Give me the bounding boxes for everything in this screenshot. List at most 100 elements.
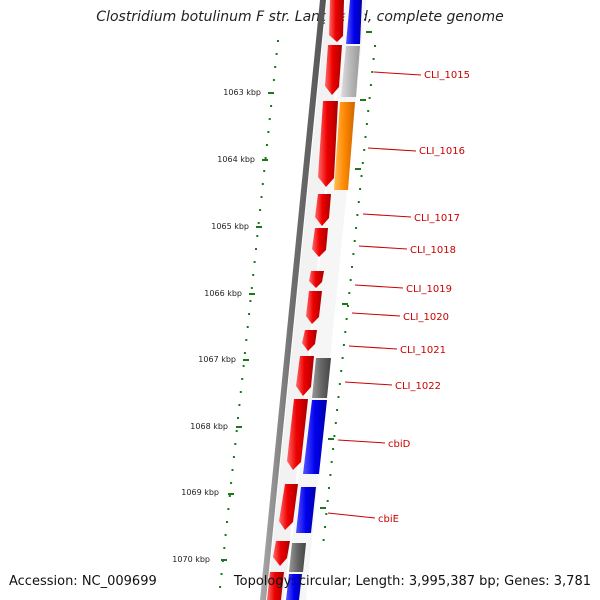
- outer-dot: [347, 305, 349, 307]
- scale-dot: [227, 508, 230, 510]
- outer-dot: [363, 149, 366, 151]
- scale-dot: [259, 209, 262, 211]
- gene-label[interactable]: CLI_1018: [410, 245, 456, 256]
- scale-dot: [257, 222, 260, 224]
- leader-line: [327, 512, 376, 519]
- scale-dot: [266, 144, 268, 146]
- gene-label[interactable]: CLI_1016: [419, 146, 465, 157]
- scale-dot: [232, 456, 235, 458]
- gene-block-orange[interactable]: [334, 102, 355, 190]
- leader-line: [358, 245, 408, 250]
- leader-line: [373, 71, 422, 76]
- gene-arrow[interactable]: [273, 541, 290, 566]
- scale-dot: [224, 534, 227, 536]
- scale-label: 1068 kbp: [190, 422, 228, 431]
- scale-dot: [263, 170, 266, 172]
- gene-arrow[interactable]: [325, 45, 342, 95]
- gene-arrow[interactable]: [329, 0, 344, 42]
- outer-dot: [322, 539, 325, 541]
- outer-dot: [348, 292, 351, 294]
- scale-dot: [249, 300, 252, 302]
- gene-label[interactable]: CLI_1021: [400, 345, 446, 356]
- scale-dot: [241, 378, 244, 380]
- scale-dot: [255, 248, 257, 250]
- gene-arrow[interactable]: [296, 356, 314, 396]
- scale-dot: [264, 157, 267, 159]
- scale-dot: [219, 586, 222, 588]
- gene-arrow[interactable]: [318, 101, 338, 187]
- scale-dot: [220, 573, 223, 575]
- outer-dot: [336, 409, 339, 411]
- outer-dot: [360, 175, 363, 177]
- scale-dot: [261, 183, 264, 185]
- scale-dot: [231, 469, 234, 471]
- scale-dot: [272, 79, 275, 81]
- leader-line: [354, 284, 404, 289]
- outer-tick: [355, 168, 361, 170]
- scale-dot: [228, 495, 231, 497]
- outer-dot: [352, 253, 355, 255]
- scale-tick: [256, 226, 262, 228]
- outer-dot: [374, 45, 376, 47]
- genome-backbone: [260, 0, 326, 600]
- gene-label[interactable]: CLI_1022: [395, 381, 441, 392]
- scale-tick: [243, 359, 249, 361]
- gene-arrow[interactable]: [287, 399, 308, 470]
- outer-dot: [338, 383, 341, 385]
- gene-arrow[interactable]: [306, 291, 322, 324]
- outer-dot: [344, 331, 347, 333]
- scale-label: 1066 kbp: [204, 289, 242, 298]
- scale-label: 1069 kbp: [181, 488, 219, 497]
- gene-arrow[interactable]: [315, 194, 331, 226]
- leader-line: [348, 345, 398, 350]
- gene-arrow[interactable]: [279, 484, 298, 530]
- leader-line: [362, 213, 412, 218]
- scale-dot: [243, 352, 246, 354]
- gene-block-dark-gray[interactable]: [289, 543, 306, 572]
- gene-arrow[interactable]: [309, 271, 324, 288]
- outer-dot: [334, 422, 337, 424]
- gene-block-blue[interactable]: [286, 574, 302, 600]
- gene-labels: CLI_1015 CLI_1016 CLI_1017 CLI_1018 CLI_…: [378, 70, 470, 525]
- outer-dot: [342, 344, 345, 346]
- gene-arrow[interactable]: [267, 572, 284, 600]
- scale-dot: [268, 118, 271, 120]
- scale-tick: [268, 92, 274, 94]
- gene-block-light-gray[interactable]: [341, 46, 360, 97]
- gene-label[interactable]: CLI_1015: [424, 70, 470, 81]
- scale-dot: [270, 105, 273, 107]
- gene-block-blue[interactable]: [346, 0, 362, 44]
- leader-line: [351, 312, 401, 317]
- genome-stats-text: Topology: circular; Length: 3,995,387 bp…: [233, 574, 591, 589]
- outer-tick: [366, 31, 372, 33]
- outer-dot: [330, 461, 333, 463]
- gene-block-dark-gray[interactable]: [312, 358, 331, 398]
- scale-dot: [237, 417, 239, 419]
- gene-label[interactable]: CLI_1017: [414, 213, 460, 224]
- scale-dot: [260, 196, 263, 198]
- leader-line: [367, 147, 417, 152]
- scale-tick: [228, 493, 234, 495]
- leader-line: [344, 381, 393, 386]
- scale-tick: [249, 293, 255, 295]
- outer-dot: [365, 123, 368, 125]
- gene-label[interactable]: CLI_1019: [406, 284, 452, 295]
- gene-block-blue[interactable]: [296, 487, 316, 533]
- gene-label[interactable]: cbiE: [378, 514, 399, 525]
- gene-arrow[interactable]: [302, 330, 317, 351]
- outer-tick: [342, 303, 348, 305]
- outer-dot: [326, 500, 329, 502]
- scale-tick: [262, 159, 268, 161]
- outer-dot: [356, 214, 359, 216]
- scale-label: 1070 kbp: [172, 555, 210, 564]
- outer-dot: [332, 448, 335, 450]
- gene-arrow[interactable]: [312, 228, 328, 257]
- outer-dot: [351, 266, 353, 268]
- outer-dot: [367, 110, 370, 112]
- scale-tick: [236, 426, 242, 428]
- gene-label[interactable]: cbiD: [388, 439, 411, 450]
- map-title: Clostridium botulinum F str. Langeland, …: [96, 9, 504, 25]
- gene-label[interactable]: CLI_1020: [403, 312, 449, 323]
- gene-block-blue[interactable]: [303, 400, 327, 474]
